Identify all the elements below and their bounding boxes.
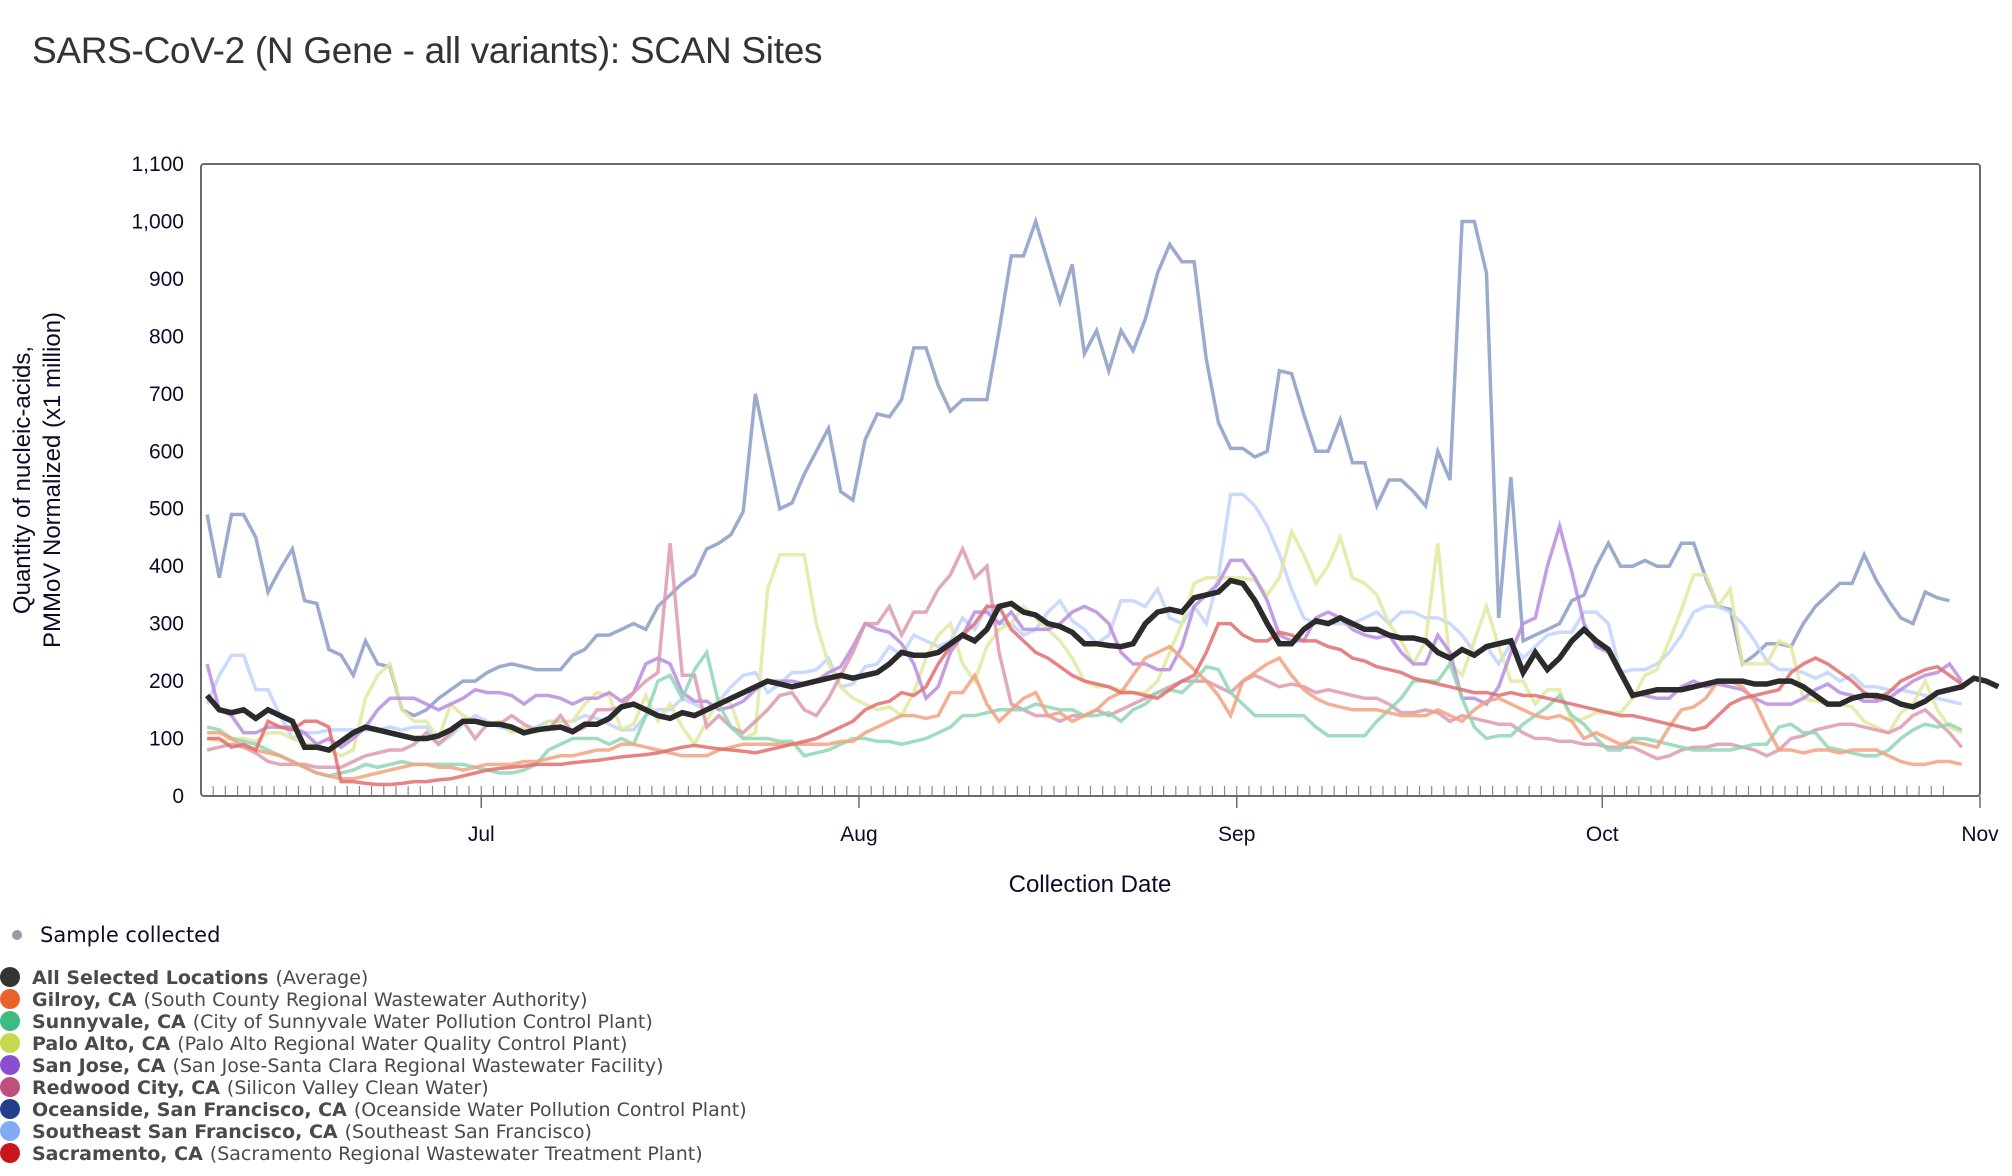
page-title: SARS-CoV-2 (N Gene - all variants): SCAN… — [32, 30, 823, 71]
series-line-redwood-city-ca[interactable] — [206, 543, 1964, 770]
legend-item-desc: (South County Regional Wastewater Author… — [143, 989, 588, 1010]
y-tick-label: 300 — [149, 613, 184, 636]
legend-item-name: Sunnyvale, CA — [32, 1011, 186, 1032]
plot-frame — [200, 163, 1981, 797]
y-tick-label: 1,100 — [131, 153, 184, 176]
legend-item-name: Oceanside, San Francisco, CA — [32, 1099, 347, 1120]
legend-item-desc: (Southeast San Francisco) — [344, 1121, 592, 1142]
legend-item-desc: (Silicon Valley Clean Water) — [226, 1077, 489, 1098]
series-layer — [205, 215, 2000, 787]
legend-item-name: San Jose, CA — [32, 1055, 166, 1076]
y-tick-label: 100 — [149, 728, 184, 751]
series-line-southeast-san-francisco-ca[interactable] — [205, 492, 1963, 747]
legend-item[interactable]: Oceanside, San Francisco, CA (Oceanside W… — [0, 1098, 747, 1120]
sample-dot-icon — [12, 930, 22, 940]
legend-swatch-icon — [0, 1143, 20, 1163]
legend-item-desc: (Average) — [275, 967, 369, 988]
legend-swatch-icon — [0, 1055, 20, 1075]
y-tick-label: 600 — [149, 440, 184, 463]
y-tick-label: 900 — [149, 268, 184, 291]
legend-item-name: Redwood City, CA — [32, 1077, 220, 1098]
legend-item[interactable]: Sunnyvale, CA (City of Sunnyvale Water Po… — [0, 1010, 747, 1032]
y-tick-label: 1,000 — [131, 210, 184, 233]
series-line-all-selected-locations-average[interactable] — [205, 577, 2000, 753]
series-line-san-jose-ca[interactable] — [205, 519, 1964, 750]
legend-item-desc: (San Jose-Santa Clara Regional Wastewate… — [172, 1055, 664, 1076]
y-axis: 0 100 200 300 400 500 600 700 800 900 1,000 1,100 — [131, 153, 184, 808]
x-tick-label: Nov — [1961, 823, 1999, 846]
legend-item[interactable]: Palo Alto, CA (Palo Alto Regional Water Q… — [0, 1032, 747, 1054]
legend-item-name: All Selected Locations — [32, 967, 269, 988]
x-tick-label: Jul — [468, 823, 495, 846]
y-axis-title-line-2: PMMoV Normalized (x1 million) — [39, 312, 66, 648]
y-tick-label: 400 — [149, 555, 184, 578]
series-line-gilroy-ca[interactable] — [207, 644, 1963, 781]
series-line-oceanside-san-francisco-ca[interactable] — [205, 215, 1950, 718]
legend-item[interactable]: Southeast San Francisco, CA (Southeast Sa… — [0, 1120, 747, 1142]
y-tick-label: 700 — [149, 383, 184, 406]
line-chart: 0 100 200 300 400 500 600 700 800 900 1,000 1,100 J… — [9, 153, 2000, 898]
y-tick-label: 0 — [172, 785, 184, 808]
legend-item-name: Sacramento, CA — [32, 1143, 203, 1164]
legend-item-desc: (Palo Alto Regional Water Quality Contro… — [177, 1033, 628, 1054]
legend-swatch-icon — [0, 967, 20, 987]
legend-item[interactable]: San Jose, CA (San Jose-Santa Clara Region… — [0, 1054, 747, 1076]
x-tick-label: Sep — [1218, 823, 1255, 846]
series-line-sacramento-ca[interactable] — [207, 604, 1963, 787]
legend-item[interactable]: Redwood City, CA (Silicon Valley Clean Wa… — [0, 1076, 747, 1098]
y-tick-label: 200 — [149, 670, 184, 693]
legend-swatch-icon — [0, 1077, 20, 1097]
legend-item-desc: (Oceanside Water Pollution Control Plant… — [353, 1099, 747, 1120]
legend-item[interactable]: Gilroy, CA (South County Regional Wastewa… — [0, 988, 747, 1010]
legend-item[interactable]: All Selected Locations (Average) — [0, 966, 747, 988]
legend-swatch-icon — [0, 1121, 20, 1141]
legend-sample-label: Sample collected — [40, 923, 221, 947]
x-tick-label: Aug — [840, 823, 877, 846]
x-axis-title: Collection Date — [1009, 871, 1172, 898]
x-tick-label: Oct — [1586, 823, 1619, 846]
legend-item-name: Gilroy, CA — [32, 989, 137, 1010]
legend-item[interactable]: Sacramento, CA (Sacramento Regional Waste… — [0, 1142, 747, 1164]
y-tick-label: 800 — [149, 325, 184, 348]
legend-item-name: Southeast San Francisco, CA — [32, 1121, 338, 1142]
y-axis-title-line-1: Quantity of nucleic-acids, — [9, 346, 36, 614]
legend-item-desc: (Sacramento Regional Wastewater Treatmen… — [209, 1143, 703, 1164]
legend-sample-collected: Sample collected — [12, 922, 220, 948]
x-axis: Jul Aug Sep Oct Nov — [212, 786, 1999, 846]
legend-swatch-icon — [0, 1099, 20, 1119]
legend-item-name: Palo Alto, CA — [32, 1033, 171, 1054]
legend-item-desc: (City of Sunnyvale Water Pollution Contr… — [192, 1011, 653, 1032]
legend-items: All Selected Locations (Average) Gilroy, … — [0, 966, 747, 1164]
y-tick-label: 500 — [149, 498, 184, 521]
legend-swatch-icon — [0, 1011, 20, 1031]
legend-swatch-icon — [0, 1033, 20, 1053]
legend-swatch-icon — [0, 989, 20, 1009]
